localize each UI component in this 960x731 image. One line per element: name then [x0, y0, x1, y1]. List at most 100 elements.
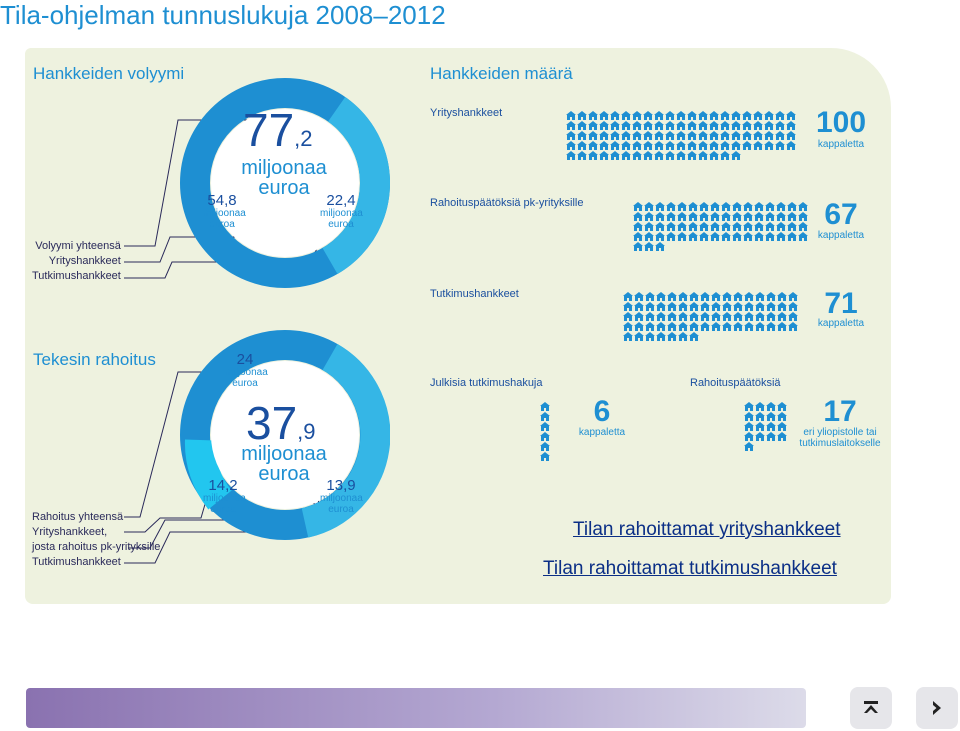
volume-center: [211, 109, 359, 257]
house-icon: [777, 398, 787, 411]
count-row-sme-label: Rahoituspäätöksiä pk-yrityksille: [430, 197, 584, 209]
house-icon: [632, 127, 642, 140]
house-icon: [786, 127, 796, 140]
house-icon: [766, 418, 776, 431]
house-icon: [566, 127, 576, 140]
next-page-button[interactable]: [916, 687, 958, 729]
house-icon: [711, 318, 721, 331]
house-icon: [733, 298, 743, 311]
house-icon: [667, 308, 677, 321]
house-icon: [764, 107, 774, 120]
house-icon: [577, 117, 587, 130]
house-icon: [777, 428, 787, 441]
house-icon: [722, 298, 732, 311]
house-icon: [687, 107, 697, 120]
house-icon: [699, 228, 709, 241]
house-icon: [798, 198, 808, 211]
house-icon: [577, 147, 587, 160]
house-icon: [787, 228, 797, 241]
house-icon: [753, 137, 763, 150]
house-icon: [623, 328, 633, 341]
house-icon: [633, 228, 643, 241]
funding-legend: Rahoitus yhteensä Yrityshankkeet, josta …: [32, 510, 160, 570]
house-icon: [634, 328, 644, 341]
house-icon: [634, 298, 644, 311]
legend-funding-research: Tutkimushankkeet: [32, 556, 121, 568]
house-icon: [777, 308, 787, 321]
house-icon: [786, 137, 796, 150]
house-icon: [733, 318, 743, 331]
house-icon: [798, 228, 808, 241]
house-icon: [764, 117, 774, 130]
house-icon: [755, 318, 765, 331]
house-icon: [754, 198, 764, 211]
house-icon: [687, 137, 697, 150]
house-icon: [566, 107, 576, 120]
house-grid-research: [623, 288, 808, 341]
house-icon: [610, 127, 620, 140]
house-icon: [665, 137, 675, 150]
house-icon: [676, 147, 686, 160]
research-projects-link[interactable]: Tilan rahoittamat tutkimushankkeet: [543, 558, 837, 579]
house-icon: [666, 218, 676, 231]
house-icon: [732, 228, 742, 241]
house-icon: [678, 298, 688, 311]
count-company-value: 100: [815, 106, 867, 139]
house-icon: [775, 107, 785, 120]
house-icon: [700, 288, 710, 301]
house-icon: [722, 308, 732, 321]
count-sme-unit: kappaletta: [817, 230, 865, 241]
house-icon: [720, 137, 730, 150]
house-icon: [753, 107, 763, 120]
decisions-unit: eri yliopistolle tai tutkimuslaitokselle: [799, 427, 881, 449]
legend-funding-company: Yrityshankkeet,: [32, 526, 108, 538]
house-icon: [654, 117, 664, 130]
house-icon: [754, 228, 764, 241]
house-icon: [689, 298, 699, 311]
house-icon: [711, 298, 721, 311]
house-icon: [643, 147, 653, 160]
house-icon: [731, 137, 741, 150]
house-icon: [566, 137, 576, 150]
calls-unit: kappaletta: [578, 427, 626, 438]
house-icon: [610, 117, 620, 130]
funding-total-unit: miljoonaa euroa: [241, 443, 327, 485]
funding-company-value: 24 miljoonaa euroa: [225, 351, 268, 389]
house-icon: [654, 107, 664, 120]
house-icon: [764, 137, 774, 150]
company-projects-link[interactable]: Tilan rahoittamat yrityshankkeet: [573, 519, 841, 540]
house-icon: [787, 218, 797, 231]
house-icon: [540, 408, 550, 421]
house-icon: [742, 107, 752, 120]
house-icon: [721, 228, 731, 241]
house-icon: [540, 398, 550, 411]
house-icon: [755, 308, 765, 321]
funding-heading: Tekesin rahoitus: [33, 350, 156, 369]
house-icon: [709, 147, 719, 160]
house-icon: [667, 328, 677, 341]
count-research-unit: kappaletta: [817, 318, 865, 329]
house-icon: [643, 127, 653, 140]
house-icon: [667, 288, 677, 301]
house-icon: [667, 318, 677, 331]
house-icon: [775, 117, 785, 130]
house-icon: [765, 208, 775, 221]
first-page-button[interactable]: [850, 687, 892, 729]
count-research-value: 71: [824, 287, 858, 320]
house-grid-sme: [633, 198, 808, 251]
house-icon: [786, 117, 796, 130]
house-icon: [755, 398, 765, 411]
house-icon: [633, 198, 643, 211]
house-icon: [645, 298, 655, 311]
house-icon: [621, 147, 631, 160]
house-icon: [777, 318, 787, 331]
house-icon: [755, 428, 765, 441]
house-icon: [665, 107, 675, 120]
volume-ring-research: [322, 97, 390, 274]
house-icon: [709, 107, 719, 120]
house-icon: [644, 238, 654, 251]
house-grid-company: [566, 107, 806, 160]
house-icon: [744, 408, 754, 421]
house-icon: [753, 127, 763, 140]
house-icon: [755, 418, 765, 431]
